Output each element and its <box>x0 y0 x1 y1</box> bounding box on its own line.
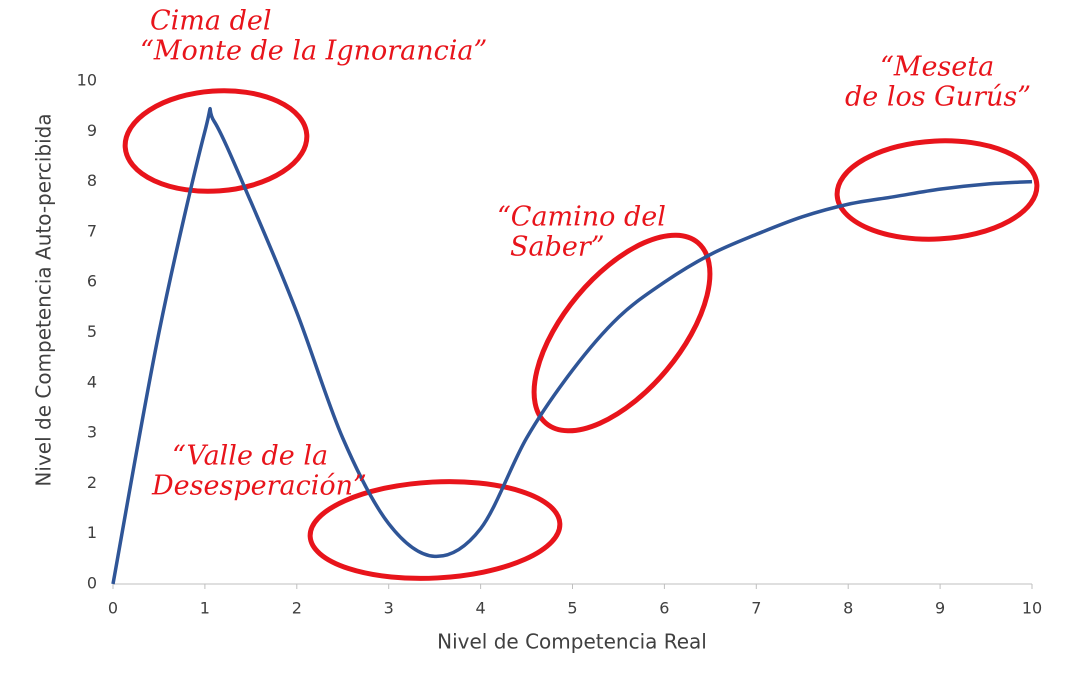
annotation: de los Gurús” <box>845 82 1031 113</box>
y-tick-label: 6 <box>87 272 97 291</box>
x-tick-label: 5 <box>567 599 577 618</box>
y-tick-label: 9 <box>87 121 97 140</box>
x-tick-label: 8 <box>843 599 853 618</box>
x-tick-label: 3 <box>384 599 394 618</box>
x-tick-label: 6 <box>659 599 669 618</box>
y-tick-label: 2 <box>87 473 97 492</box>
y-tick-label: 8 <box>87 171 97 190</box>
annotation: “Meseta <box>880 52 994 83</box>
x-tick-label: 9 <box>935 599 945 618</box>
annotation: Cima del <box>150 6 271 37</box>
x-tick-label: 7 <box>751 599 761 618</box>
x-tick-label: 1 <box>200 599 210 618</box>
highlight-ellipse <box>834 138 1040 242</box>
highlight-ellipse <box>531 232 713 434</box>
y-tick-label: 7 <box>87 221 97 240</box>
y-tick-label: 5 <box>87 322 97 341</box>
highlight-ellipse <box>307 479 563 581</box>
y-axis-label: Nivel de Competencia Auto-percibida <box>32 113 56 486</box>
line-series <box>111 107 1033 585</box>
annotation: Desesperación” <box>151 471 367 502</box>
y-tick-label: 10 <box>77 71 97 90</box>
annotation: “Valle de la <box>172 441 328 472</box>
x-tick-label: 4 <box>476 599 486 618</box>
annotation: “Camino del <box>497 202 666 233</box>
x-axis-label: Nivel de Competencia Real <box>437 630 707 654</box>
y-tick-label: 1 <box>87 523 97 542</box>
y-tick-label: 3 <box>87 423 97 442</box>
x-tick-label: 0 <box>108 599 118 618</box>
annotation: “Monte de la Ignorancia” <box>140 36 487 67</box>
y-tick-label: 4 <box>87 372 97 391</box>
highlight-ellipse <box>122 88 310 194</box>
x-tick-label: 10 <box>1022 599 1042 618</box>
annotation: Saber” <box>510 232 605 263</box>
x-tick-label: 2 <box>292 599 302 618</box>
y-tick-label: 0 <box>87 574 97 593</box>
